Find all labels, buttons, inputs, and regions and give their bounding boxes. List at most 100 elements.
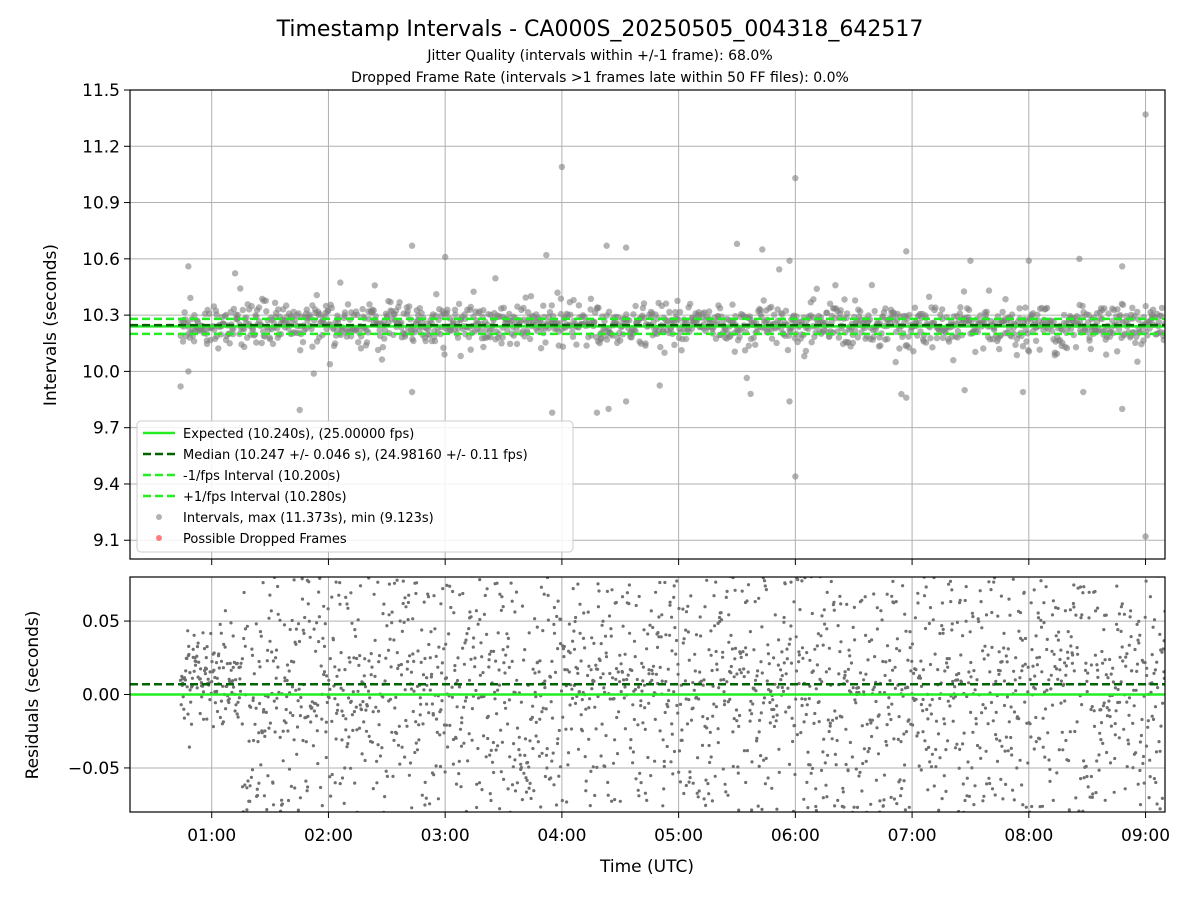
residual-point — [926, 788, 930, 792]
residual-point — [604, 655, 609, 659]
interval-point — [1002, 296, 1009, 303]
residual-point — [940, 624, 944, 628]
residual-point — [693, 652, 697, 656]
residual-point — [306, 602, 310, 606]
residual-point — [276, 665, 280, 669]
residual-point — [293, 786, 297, 790]
residual-point — [972, 803, 976, 807]
residual-point — [405, 667, 409, 671]
residual-point — [438, 733, 442, 737]
residual-point — [498, 807, 502, 811]
legend-label-median: Median (10.247 +/- 0.046 s), (24.98160 +… — [183, 448, 528, 463]
residual-point — [1024, 569, 1027, 572]
residual-point — [941, 627, 945, 632]
residual-point — [686, 630, 691, 634]
residual-point — [555, 741, 560, 746]
residual-point — [1076, 652, 1080, 656]
residual-point — [631, 703, 635, 707]
residual-point — [836, 624, 840, 628]
residual-point — [493, 690, 497, 694]
residual-point — [950, 588, 954, 592]
residual-point — [316, 703, 320, 707]
residual-point — [610, 588, 614, 592]
residual-point — [478, 673, 482, 677]
residual-point — [928, 760, 932, 764]
residual-point — [506, 645, 510, 649]
residual-point — [514, 590, 519, 594]
interval-point — [396, 299, 403, 306]
interval-point — [406, 303, 413, 310]
residual-point — [436, 797, 440, 801]
interval-point — [487, 334, 494, 341]
residual-point — [1151, 717, 1156, 722]
residual-point — [609, 627, 613, 631]
residual-point — [910, 659, 914, 664]
residual-point — [1135, 669, 1139, 674]
residual-point — [418, 713, 422, 717]
residual-point — [1092, 709, 1096, 713]
residual-point — [519, 700, 524, 704]
residual-point — [1023, 700, 1027, 704]
residual-point — [721, 767, 725, 771]
residual-point — [419, 660, 423, 665]
residual-point — [395, 578, 399, 582]
residual-point — [1071, 601, 1075, 606]
residual-point — [251, 696, 255, 700]
residual-point — [1069, 644, 1073, 648]
residual-point — [573, 619, 577, 624]
plot-frame-top — [129, 89, 1166, 560]
residual-point — [642, 628, 646, 632]
residual-point — [273, 730, 277, 734]
residual-point — [1058, 668, 1062, 672]
interval-point — [617, 337, 624, 344]
interval-point — [597, 335, 605, 343]
residual-point — [961, 742, 965, 746]
residual-point — [311, 813, 314, 816]
residual-point — [944, 748, 948, 752]
residual-point — [974, 569, 977, 572]
residual-point — [1139, 733, 1143, 738]
residual-point — [364, 708, 368, 712]
residual-point — [587, 664, 591, 668]
residual-point — [1075, 571, 1078, 574]
residual-point — [590, 687, 594, 691]
residual-point — [1096, 668, 1100, 672]
residual-point — [675, 703, 679, 708]
residual-point — [616, 670, 620, 674]
residual-point — [434, 654, 438, 659]
residual-point — [625, 591, 630, 595]
residual-point — [478, 617, 482, 622]
residual-point — [537, 754, 542, 758]
interval-point — [587, 295, 595, 302]
residual-point — [1111, 680, 1115, 684]
residual-point — [247, 739, 251, 743]
residual-point — [1005, 660, 1009, 664]
residual-point — [1097, 753, 1101, 757]
interval-point — [870, 333, 877, 341]
residual-point — [1073, 729, 1077, 734]
residual-point — [240, 785, 245, 789]
residual-point — [443, 770, 447, 774]
residual-point — [404, 718, 408, 723]
interval-point — [985, 287, 993, 294]
residual-point — [714, 580, 718, 584]
x-tick-label-4: 05:00 — [654, 826, 703, 846]
residual-point — [451, 737, 456, 742]
residual-point — [507, 665, 511, 670]
residual-point — [350, 713, 354, 717]
residual-point — [579, 713, 583, 717]
residual-point — [962, 731, 966, 735]
residual-point — [762, 758, 766, 762]
residual-point — [384, 813, 387, 816]
residual-point — [853, 698, 857, 702]
residual-point — [1091, 792, 1095, 796]
residual-point — [698, 615, 702, 619]
residual-point — [361, 700, 365, 704]
legend-label-plus-fps: +1/fps Interval (10.280s) — [183, 490, 347, 505]
residual-point — [466, 759, 470, 763]
residual-point — [475, 805, 479, 810]
interval-point — [522, 294, 529, 301]
residual-point — [935, 817, 938, 820]
residual-point — [782, 615, 786, 620]
residual-point — [781, 689, 786, 694]
